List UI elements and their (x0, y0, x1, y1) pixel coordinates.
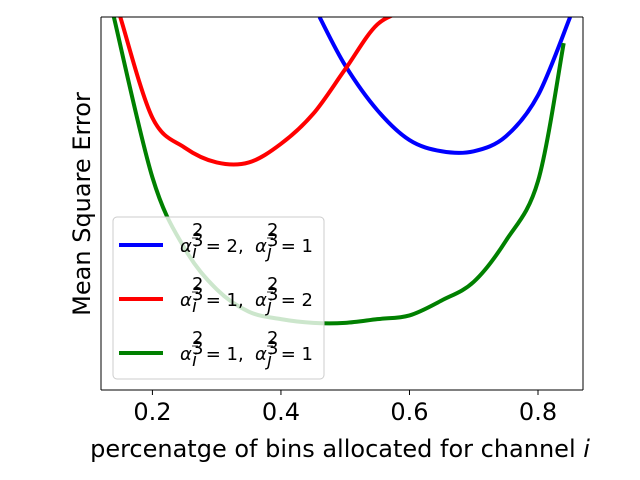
legend-text-part: 2 (267, 220, 278, 241)
legend-text-part: 2 (267, 328, 278, 349)
legend-text-part: j (264, 296, 272, 317)
x-tick-label: 0.4 (262, 398, 300, 426)
legend-box (112, 216, 325, 380)
legend-text-part: α (180, 236, 192, 257)
legend-text-part: 3 (267, 230, 278, 251)
x-axis-label: percenatge of bins allocated for channel… (90, 435, 590, 463)
legend: α i23 = 2, α j23 = 1α i23 = 1, α j23 = 2α i23… (112, 216, 325, 380)
x-axis-label-main: percenatge of bins allocated for channel (90, 435, 583, 463)
legend-text-part: α (180, 344, 192, 365)
legend-text-part: i (192, 242, 197, 263)
legend-text-part: 2 (192, 274, 203, 295)
legend-text-part: 3 (192, 338, 203, 359)
legend-text-part: 3 (267, 338, 278, 359)
legend-text-part: 2 (267, 274, 278, 295)
x-tick-label: 0.8 (519, 398, 557, 426)
legend-text-part: α (255, 236, 267, 257)
x-tick-label: 0.2 (133, 398, 171, 426)
legend-text-part: i (192, 296, 197, 317)
legend-text-part: = 1, (200, 344, 249, 365)
legend-text-part: = 1, (200, 290, 249, 311)
legend-label-2: α i23 = 1, α j23 = 2 (180, 274, 313, 317)
legend-text-part: = 2 (275, 290, 313, 311)
legend-text-part: 2 (192, 328, 203, 349)
legend-text-part: α (180, 290, 192, 311)
legend-label-1: α i23 = 2, α j23 = 1 (180, 220, 313, 263)
legend-text-part: 3 (192, 284, 203, 305)
legend-label-3: α i23 = 1, α j23 = 1 (180, 328, 313, 371)
legend-text-part: j (264, 242, 272, 263)
legend-text-part: = 1 (275, 344, 313, 365)
legend-text-part: = 1 (275, 236, 313, 257)
x-tick-label: 0.6 (390, 398, 428, 426)
legend-text-part: 3 (192, 230, 203, 251)
series-line-1 (317, 17, 573, 155)
legend-text-part: 2 (192, 220, 203, 241)
axes-layer: 0.2 0.4 0.6 0.8 (100, 16, 584, 426)
legend-text-part: j (264, 350, 272, 371)
legend-text-part: α (255, 290, 267, 311)
legend-text-part: α (255, 344, 267, 365)
y-axis-label: Mean Square Error (68, 92, 96, 316)
x-axis-label-var: i (583, 435, 590, 463)
legend-text-part: i (192, 350, 197, 371)
legend-text-part: 3 (267, 284, 278, 305)
legend-text-part: = 2, (200, 236, 249, 257)
series-line-2 (118, 17, 394, 167)
